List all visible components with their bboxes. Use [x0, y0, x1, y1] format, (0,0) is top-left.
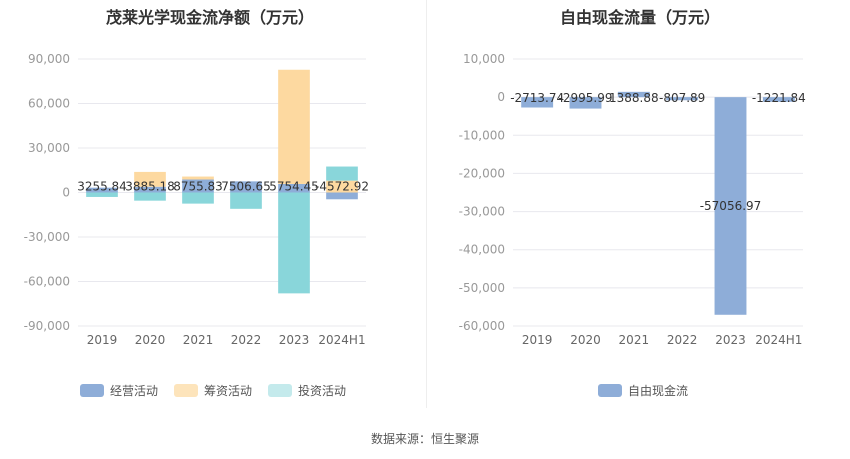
legend-label-free-cash-flow: 自由现金流	[628, 384, 689, 398]
bar-自由现金流[interactable]	[714, 97, 747, 315]
data-label: 5754.45	[269, 180, 319, 194]
bar-自由现金流[interactable]	[666, 97, 699, 101]
data-label: 3255.84	[77, 180, 127, 194]
y-tick-label: -40,000	[459, 243, 505, 257]
x-tick-label: 2023	[279, 333, 310, 347]
bar-投资活动[interactable]	[278, 192, 310, 294]
data-label: -2995.99	[559, 91, 613, 105]
bar-自由现金流[interactable]	[521, 97, 554, 108]
x-tick-label: 2024H1	[755, 333, 802, 347]
y-tick-label: 10,000	[463, 52, 505, 66]
right-chart-title: 自由现金流量（万元）	[559, 8, 720, 27]
bar-自由现金流[interactable]	[569, 97, 602, 109]
bar-投资活动[interactable]	[182, 192, 214, 204]
right-legend: 自由现金流	[598, 382, 704, 399]
bar-筹资活动[interactable]	[278, 69, 310, 184]
bar-筹资活动[interactable]	[326, 180, 358, 193]
y-tick-label: -60,000	[24, 275, 70, 289]
bar-投资活动[interactable]	[134, 192, 166, 201]
bar-筹资活动[interactable]	[134, 171, 166, 187]
data-label: 7506.65	[221, 180, 271, 194]
bar-经营活动[interactable]	[134, 186, 166, 193]
y-tick-label: -10,000	[459, 128, 505, 142]
bar-经营活动[interactable]	[278, 183, 310, 193]
data-label: -4572.92	[315, 180, 369, 194]
x-tick-label: 2022	[231, 333, 262, 347]
legend-label-operating: 经营活动	[110, 384, 159, 398]
y-tick-label: -30,000	[24, 230, 70, 244]
bar-投资活动[interactable]	[86, 192, 118, 197]
x-tick-label: 2019	[522, 333, 553, 347]
bar-经营活动[interactable]	[182, 179, 214, 193]
legend-swatch-operating	[80, 384, 104, 397]
free-cash-flow-chart: 10,000 0 -10,000 -20,000 -30,000 -40,000 -50,0…	[459, 52, 806, 347]
x-tick-label: 2020	[135, 333, 166, 347]
y-tick-label: 0	[497, 90, 505, 104]
cash-flow-chart: 90,000 60,000 30,000 0 -30,000 -60,000 -90,000…	[24, 52, 369, 347]
legend-swatch-financing	[174, 384, 199, 397]
data-label: 8755.83	[173, 180, 223, 194]
y-tick-label: 30,000	[28, 141, 70, 155]
left-chart-title: 茂莱光学现金流净额（万元）	[105, 8, 314, 27]
legend-swatch-investing	[268, 384, 293, 397]
legend-swatch-free-cash-flow	[598, 384, 622, 397]
x-tick-label: 2022	[667, 333, 698, 347]
data-label: -2713.74	[510, 91, 564, 105]
y-tick-label: -50,000	[459, 281, 505, 295]
legend-label-investing: 投资活动	[298, 384, 347, 398]
x-tick-label: 2020	[570, 333, 601, 347]
bar-自由现金流[interactable]	[762, 97, 795, 102]
x-tick-label: 2023	[715, 333, 746, 347]
legend-label-financing: 筹资活动	[204, 384, 253, 398]
panel-divider	[426, 0, 427, 408]
bar-投资活动[interactable]	[326, 166, 358, 181]
left-legend: 经营活动 筹资活动 投资活动	[80, 382, 362, 399]
x-tick-label: 2019	[87, 333, 118, 347]
x-tick-label: 2021	[619, 333, 650, 347]
y-tick-label: -30,000	[459, 205, 505, 219]
y-tick-label: 60,000	[28, 97, 70, 111]
bar-筹资活动[interactable]	[182, 176, 214, 180]
bar-自由现金流[interactable]	[617, 91, 650, 98]
data-label: -807.89	[659, 91, 705, 105]
data-label: -1221.84	[752, 91, 806, 105]
legend-item-free-cash-flow[interactable]: 自由现金流	[598, 382, 688, 399]
y-tick-label: 0	[62, 186, 70, 200]
bar-经营活动[interactable]	[86, 187, 118, 193]
bar-经营活动[interactable]	[326, 192, 358, 200]
x-tick-label: 2024H1	[318, 333, 365, 347]
y-tick-label: 90,000	[28, 52, 70, 66]
y-tick-label: -90,000	[24, 319, 70, 333]
x-tick-label: 2021	[183, 333, 214, 347]
data-source: 数据来源：恒生聚源	[370, 432, 479, 446]
bar-投资活动[interactable]	[230, 192, 262, 209]
bar-经营活动[interactable]	[230, 181, 262, 193]
legend-item-financing[interactable]: 筹资活动	[174, 382, 252, 399]
y-tick-label: -20,000	[459, 166, 505, 180]
legend-item-operating[interactable]: 经营活动	[80, 382, 158, 399]
y-tick-label: -60,000	[459, 319, 505, 333]
data-label: 3885.18	[125, 180, 175, 194]
legend-item-investing[interactable]: 投资活动	[268, 382, 346, 399]
data-label: 1388.88	[609, 91, 659, 105]
data-label: -57056.97	[700, 199, 762, 213]
